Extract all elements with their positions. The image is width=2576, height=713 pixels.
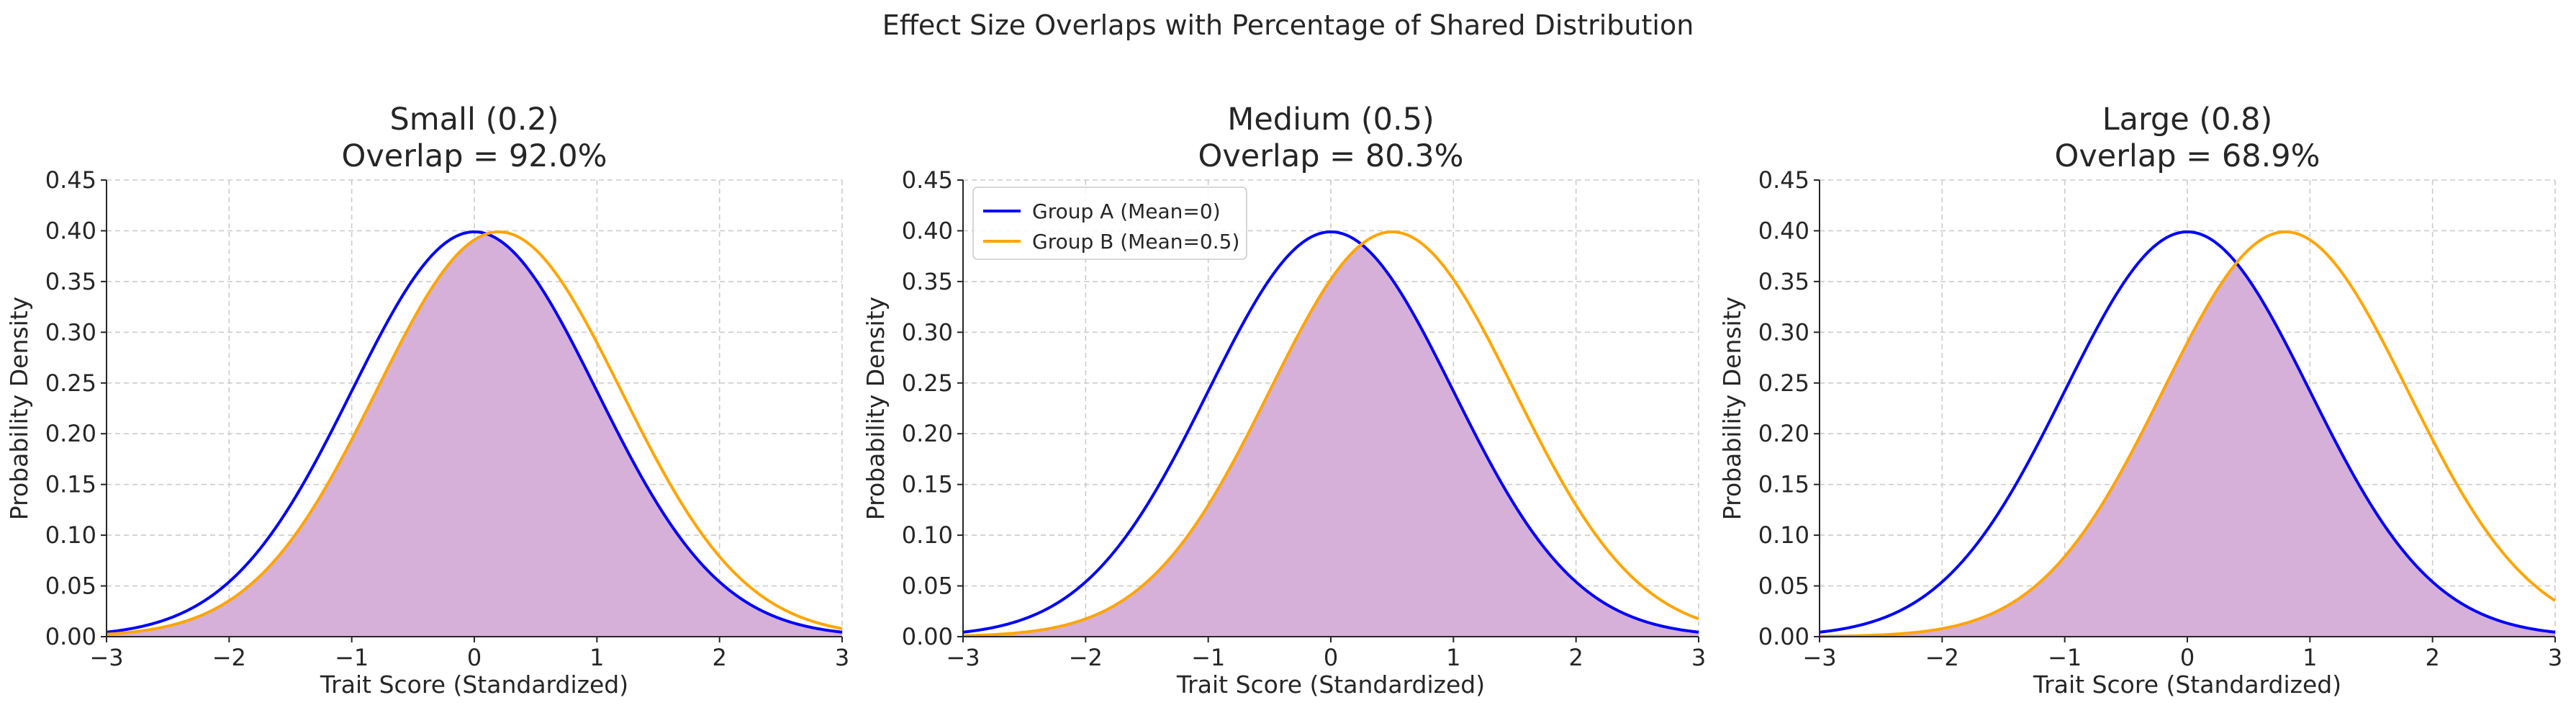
panel-title: Medium (0.5) xyxy=(1227,102,1434,138)
y-tick-label: 0.20 xyxy=(902,420,953,447)
x-tick-label: −1 xyxy=(1191,644,1225,671)
y-tick-label: 0.35 xyxy=(902,268,953,295)
y-tick-label: 0.20 xyxy=(1758,420,1809,447)
x-axis-label: Trait Score (Standardized) xyxy=(320,671,628,699)
panel-subtitle: Overlap = 80.3% xyxy=(1198,138,1464,174)
series-line-group-b xyxy=(962,230,1699,637)
x-tick-label: −2 xyxy=(212,644,246,671)
chart-panel-2: −3 −2 −1 0 1 2 3 0.00 0.05 0.10 0.15 0.20 0.25 0.30 0.… xyxy=(862,102,1706,699)
y-tick-label: 0.20 xyxy=(45,420,96,447)
y-tick-label: 0.00 xyxy=(45,623,96,650)
x-tick-label: 2 xyxy=(712,644,726,671)
x-tick-label: 1 xyxy=(2302,644,2317,671)
y-tick-label: 0.00 xyxy=(1758,623,1809,650)
overlap-area xyxy=(107,234,842,637)
y-tick-label: 0.15 xyxy=(45,471,96,498)
x-tick-label: −2 xyxy=(1069,644,1103,671)
panel-subtitle: Overlap = 92.0% xyxy=(342,138,607,174)
x-tick-label: 3 xyxy=(1691,644,1706,671)
legend-label-group-b: Group B (Mean=0.5) xyxy=(1032,230,1239,254)
overlap-area xyxy=(1820,264,2555,637)
x-tick-label: −3 xyxy=(1802,644,1836,671)
y-tick-label: 0.15 xyxy=(902,471,953,498)
chart-panel-1: −3 −2 −1 0 1 2 3 0.00 0.05 0.10 0.15 0.20 0.25 0.30 0.… xyxy=(5,102,849,699)
x-tick-label: 1 xyxy=(589,644,604,671)
y-tick-label: 0.10 xyxy=(902,521,953,549)
y-tick-label: 0.25 xyxy=(45,369,96,397)
panel-title: Large (0.8) xyxy=(2102,102,2273,138)
overlap-area xyxy=(963,244,1699,637)
x-tick-label: 0 xyxy=(2180,644,2195,671)
x-axis-label: Trait Score (Standardized) xyxy=(1176,671,1485,699)
y-tick-label: 0.00 xyxy=(902,623,953,650)
series-line-group-a xyxy=(1819,230,2556,634)
panel-title: Small (0.2) xyxy=(389,102,559,138)
x-tick-label: 2 xyxy=(1568,644,1583,671)
y-tick-label: 0.35 xyxy=(45,268,96,295)
series-line-group-b xyxy=(1819,230,2557,638)
chart-panels: −3 −2 −1 0 1 2 3 0.00 0.05 0.10 0.15 0.20 0.25 0.30 0.… xyxy=(5,102,2562,699)
legend-label-group-a: Group A (Mean=0) xyxy=(1032,199,1221,223)
chart-panel-3: −3 −2 −1 0 1 2 3 0.00 0.05 0.10 0.15 0.20 0.25 0.30 0.… xyxy=(1718,102,2562,699)
y-tick-label: 0.30 xyxy=(1758,318,1809,346)
y-tick-label: 0.35 xyxy=(1758,268,1809,295)
x-tick-label: 3 xyxy=(835,644,849,671)
series-line-group-b xyxy=(106,230,843,636)
y-tick-label: 0.30 xyxy=(45,318,96,346)
series-line-group-a xyxy=(962,230,1699,634)
x-tick-label: −1 xyxy=(2048,644,2082,671)
y-tick-label: 0.05 xyxy=(902,573,953,600)
y-tick-label: 0.25 xyxy=(902,369,953,397)
y-tick-label: 0.25 xyxy=(1758,369,1809,397)
y-tick-label: 0.40 xyxy=(1758,217,1809,244)
y-tick-label: 0.10 xyxy=(1758,521,1809,549)
y-axis-label: Probability Density xyxy=(5,297,33,520)
x-axis-label: Trait Score (Standardized) xyxy=(2033,671,2341,699)
y-tick-label: 0.05 xyxy=(1758,573,1809,600)
x-tick-label: 1 xyxy=(1446,644,1460,671)
x-tick-label: −2 xyxy=(1925,644,1959,671)
y-tick-label: 0.45 xyxy=(902,166,953,194)
y-tick-label: 0.45 xyxy=(1758,166,1809,194)
y-tick-label: 0.40 xyxy=(902,217,953,244)
y-tick-label: 0.05 xyxy=(45,573,96,600)
x-tick-label: 0 xyxy=(467,644,482,671)
y-tick-label: 0.10 xyxy=(45,521,96,549)
x-tick-label: 0 xyxy=(1324,644,1338,671)
y-tick-label: 0.30 xyxy=(902,318,953,346)
x-tick-label: 3 xyxy=(2548,644,2562,671)
series-line-group-a xyxy=(106,230,843,634)
x-tick-label: −1 xyxy=(335,644,369,671)
y-tick-label: 0.15 xyxy=(1758,471,1809,498)
panel-subtitle: Overlap = 68.9% xyxy=(2055,138,2320,174)
y-tick-label: 0.45 xyxy=(45,166,96,194)
legend-box xyxy=(972,187,1247,260)
x-tick-label: −3 xyxy=(946,644,980,671)
legend: Group A (Mean=0) Group B (Mean=0.5) xyxy=(972,187,1247,260)
y-axis-label: Probability Density xyxy=(1718,297,1746,520)
x-tick-label: −3 xyxy=(89,644,123,671)
x-tick-label: 2 xyxy=(2425,644,2439,671)
figure-suptitle: Effect Size Overlaps with Percentage of … xyxy=(882,9,1694,41)
y-tick-label: 0.40 xyxy=(45,217,96,244)
y-axis-label: Probability Density xyxy=(862,297,890,520)
